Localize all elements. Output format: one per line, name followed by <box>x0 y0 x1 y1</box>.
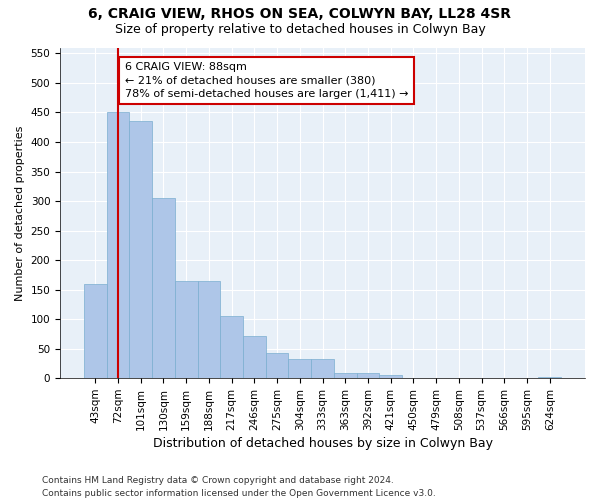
Bar <box>130 122 152 378</box>
Bar <box>243 336 266 378</box>
Text: Contains HM Land Registry data © Crown copyright and database right 2024.
Contai: Contains HM Land Registry data © Crown c… <box>42 476 436 498</box>
Bar <box>356 374 379 378</box>
Bar <box>289 358 311 378</box>
Bar <box>107 112 130 378</box>
Bar <box>334 374 356 378</box>
Bar <box>220 316 243 378</box>
Bar <box>152 198 175 378</box>
Text: 6 CRAIG VIEW: 88sqm
← 21% of detached houses are smaller (380)
78% of semi-detac: 6 CRAIG VIEW: 88sqm ← 21% of detached ho… <box>125 62 408 98</box>
X-axis label: Distribution of detached houses by size in Colwyn Bay: Distribution of detached houses by size … <box>152 437 493 450</box>
Bar <box>197 281 220 378</box>
Bar <box>379 376 402 378</box>
Bar <box>266 353 289 378</box>
Text: Size of property relative to detached houses in Colwyn Bay: Size of property relative to detached ho… <box>115 24 485 36</box>
Text: 6, CRAIG VIEW, RHOS ON SEA, COLWYN BAY, LL28 4SR: 6, CRAIG VIEW, RHOS ON SEA, COLWYN BAY, … <box>89 8 511 22</box>
Y-axis label: Number of detached properties: Number of detached properties <box>15 125 25 300</box>
Bar <box>84 284 107 378</box>
Bar <box>311 358 334 378</box>
Bar <box>538 377 561 378</box>
Bar <box>175 281 197 378</box>
